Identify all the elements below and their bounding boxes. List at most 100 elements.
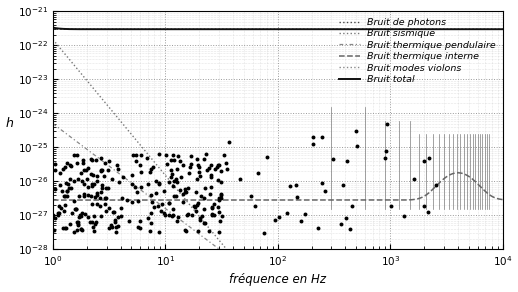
Point <box>128 153 137 157</box>
Point <box>193 176 201 181</box>
Point <box>117 205 125 210</box>
Bruit total <box>499 27 506 31</box>
Point <box>75 194 83 198</box>
Point <box>420 204 428 209</box>
Point <box>199 207 208 212</box>
Point <box>108 225 116 229</box>
Point <box>169 193 178 198</box>
Point <box>125 218 133 223</box>
Bruit sismique <box>223 247 229 251</box>
Line: Bruit total: Bruit total <box>53 27 502 29</box>
Point <box>169 213 177 218</box>
Point <box>84 215 92 219</box>
Point <box>70 153 78 158</box>
Point <box>217 191 225 196</box>
Point <box>387 203 395 208</box>
Bruit thermique pendulaire <box>222 252 228 255</box>
Bruit sismique <box>192 210 198 213</box>
Point <box>425 155 433 160</box>
Point <box>107 223 115 228</box>
Point <box>93 192 101 197</box>
Point <box>82 168 90 173</box>
Point <box>79 158 87 162</box>
Point <box>77 213 85 218</box>
Point <box>160 211 168 216</box>
Point <box>209 213 218 218</box>
Point <box>192 189 200 194</box>
Point <box>177 175 185 180</box>
Point <box>105 206 113 211</box>
Point <box>205 166 213 170</box>
Point <box>73 220 81 224</box>
Point <box>102 195 110 200</box>
Point <box>63 188 71 193</box>
Point <box>132 159 140 163</box>
Point <box>88 202 96 207</box>
Point <box>221 161 229 166</box>
Point <box>68 211 76 215</box>
Point <box>60 194 68 199</box>
Point <box>113 167 122 172</box>
Point <box>90 229 98 233</box>
Point <box>300 211 309 216</box>
Point <box>152 178 161 183</box>
Point <box>147 193 155 197</box>
Point <box>104 168 112 173</box>
Point <box>108 177 116 182</box>
X-axis label: fréquence en Hz: fréquence en Hz <box>229 273 326 286</box>
Bruit thermique interne <box>499 198 506 201</box>
Point <box>202 152 210 157</box>
Line: Bruit thermique pendulaire: Bruit thermique pendulaire <box>53 124 502 292</box>
Point <box>69 230 78 234</box>
Point <box>218 213 226 218</box>
Point <box>91 220 99 225</box>
Point <box>200 196 209 201</box>
Point <box>97 168 106 172</box>
Point <box>172 179 181 184</box>
Point <box>147 166 155 171</box>
Point <box>172 166 181 171</box>
Point <box>180 228 189 233</box>
Bruit total <box>320 27 326 31</box>
Point <box>100 174 108 179</box>
Point <box>97 168 105 173</box>
Point <box>217 196 225 201</box>
Point <box>208 206 217 210</box>
Point <box>143 181 152 186</box>
Point <box>105 225 113 230</box>
Point <box>167 158 175 163</box>
Bruit thermique interne <box>320 198 326 202</box>
Point <box>181 190 190 195</box>
Point <box>194 163 202 168</box>
Point <box>86 220 94 224</box>
Point <box>93 191 102 195</box>
Point <box>165 200 173 205</box>
Point <box>286 184 294 189</box>
Point <box>75 214 83 219</box>
Point <box>215 195 223 200</box>
Point <box>205 229 213 234</box>
Point <box>89 225 97 230</box>
Point <box>225 140 233 145</box>
Point <box>64 182 73 187</box>
Y-axis label: h: h <box>6 117 13 130</box>
Point <box>113 224 122 229</box>
Point <box>178 200 186 204</box>
Point <box>195 164 203 169</box>
Point <box>97 213 105 218</box>
Point <box>105 159 113 163</box>
Point <box>61 225 69 230</box>
Point <box>61 226 69 231</box>
Point <box>114 180 123 185</box>
Legend: Bruit de photons, Bruit sismique, Bruit thermique pendulaire, Bruit thermique in: Bruit de photons, Bruit sismique, Bruit … <box>337 16 498 86</box>
Point <box>199 157 208 161</box>
Point <box>192 209 200 214</box>
Point <box>172 193 180 198</box>
Point <box>97 190 106 195</box>
Point <box>100 202 109 207</box>
Point <box>184 171 193 175</box>
Point <box>254 171 262 175</box>
Point <box>147 211 155 216</box>
Point <box>172 218 181 223</box>
Point <box>152 190 161 195</box>
